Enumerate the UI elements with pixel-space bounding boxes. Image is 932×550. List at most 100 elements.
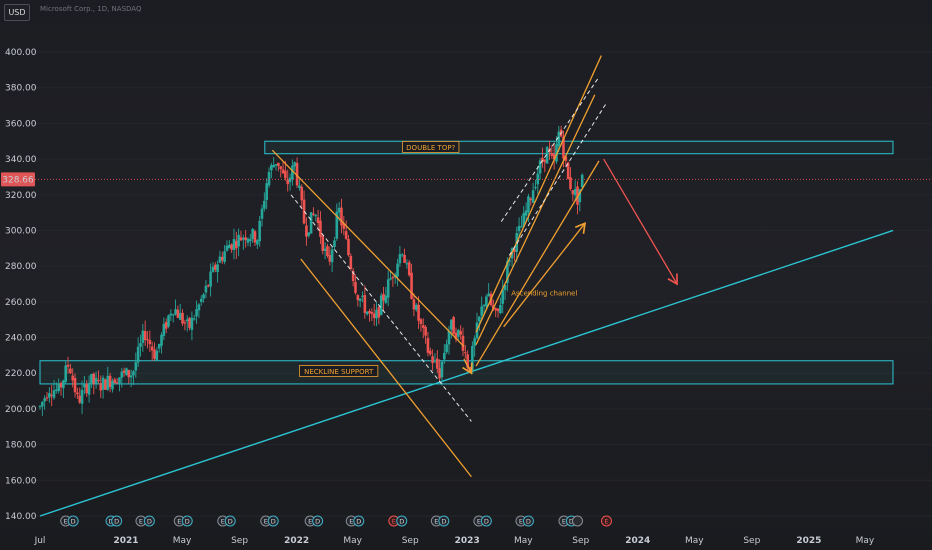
candle-body <box>218 256 222 263</box>
candle-body <box>531 190 535 203</box>
candle-body <box>143 330 147 341</box>
candle-body <box>249 239 252 242</box>
candle-body <box>386 279 390 298</box>
dividend-event-letter: D <box>569 518 574 526</box>
candle-body <box>188 317 191 328</box>
candle-body <box>213 264 217 270</box>
candle-body <box>389 278 392 280</box>
earnings-event-letter: E <box>139 518 143 526</box>
candle-body <box>157 344 161 349</box>
candle-body <box>129 375 133 378</box>
candle-body <box>405 263 409 265</box>
channel-mid-upper <box>500 76 600 222</box>
candle-body <box>457 329 460 337</box>
candle-body <box>473 338 476 347</box>
dividend-event-icon <box>438 515 450 527</box>
candle-body <box>494 308 498 311</box>
earnings-event-letter: E <box>177 518 181 526</box>
candle-body <box>237 234 240 247</box>
candle-body <box>190 317 194 330</box>
candle-body <box>225 245 229 251</box>
candle-body <box>417 304 420 321</box>
candle-body <box>92 373 96 384</box>
desc-lower <box>300 258 472 478</box>
candle-body <box>66 364 70 367</box>
candle-body <box>566 162 570 179</box>
earnings-event-icon <box>600 515 612 527</box>
candle-body <box>421 325 425 328</box>
candle-body <box>309 212 313 234</box>
y-tick-label: 380.00 <box>5 84 37 94</box>
last-price-tag <box>1 172 35 187</box>
candle-body <box>141 330 145 343</box>
x-tick-label: Jul <box>34 536 46 546</box>
candle-body <box>307 232 311 236</box>
candle-body <box>400 254 404 256</box>
dividend-event-icon <box>111 515 123 527</box>
dividend-event-letter: D <box>271 518 276 526</box>
candle-body <box>176 309 180 318</box>
candle-body <box>239 237 243 241</box>
candle-body <box>573 188 577 196</box>
dividend-event-letter: D <box>185 518 190 526</box>
candle-body <box>375 309 378 319</box>
candle-body <box>550 153 554 156</box>
symbol-title: Microsoft Corp., 1D, NASDAQ <box>40 5 142 13</box>
candle-body <box>447 330 451 345</box>
earnings-event-letter: E <box>562 518 566 526</box>
x-tick-label: May <box>685 536 704 546</box>
candle-body <box>277 162 280 166</box>
candle-body <box>527 196 530 213</box>
candle-body <box>57 383 60 392</box>
candle-body <box>407 262 411 276</box>
channel-lower <box>475 160 600 367</box>
candle-body <box>319 220 322 237</box>
dividend-event-letter: D <box>526 518 531 526</box>
earnings-event-letter: E <box>477 518 481 526</box>
candle-body <box>398 254 402 264</box>
candle-body <box>536 173 540 185</box>
candle-body <box>111 380 114 390</box>
x-tick-label: Sep <box>231 536 248 546</box>
candle-body <box>543 159 547 163</box>
candle-body <box>501 289 505 304</box>
candle-body <box>258 220 261 242</box>
candle-body <box>487 293 490 297</box>
y-tick-label: 160.00 <box>5 476 37 486</box>
candle-body <box>333 240 336 247</box>
ascending-channel-label: Ascending channel <box>511 289 577 297</box>
projection-arrow <box>603 158 678 286</box>
candle-body <box>379 295 383 315</box>
channel-mid <box>475 94 596 345</box>
candle-body <box>122 370 126 373</box>
split-event-icon <box>572 515 583 527</box>
candle-body <box>48 393 51 398</box>
candle-body <box>284 170 287 179</box>
candle-body <box>64 365 68 382</box>
neckline-support-label-box <box>299 365 379 377</box>
candle-body <box>396 263 399 277</box>
candle-body <box>223 251 226 262</box>
candle-body <box>580 174 584 188</box>
candle-body <box>153 349 156 359</box>
currency-button[interactable]: USD <box>4 4 30 21</box>
candle-body <box>150 346 154 351</box>
candle-body <box>517 225 521 232</box>
dividend-event-icon <box>181 515 193 527</box>
candle-body <box>171 314 175 316</box>
candle-body <box>139 343 142 347</box>
candle-body <box>256 240 259 245</box>
candle-body <box>485 296 488 307</box>
candle-body <box>73 378 77 393</box>
x-tick-label: May <box>173 536 192 546</box>
candle-body <box>508 260 512 262</box>
candle-body <box>242 237 245 240</box>
candle-body <box>414 304 418 310</box>
dividend-event-icon <box>312 515 324 527</box>
candle-body <box>76 392 79 395</box>
candle-body <box>288 177 292 183</box>
candle-body <box>431 356 434 364</box>
candle-body <box>136 346 140 363</box>
